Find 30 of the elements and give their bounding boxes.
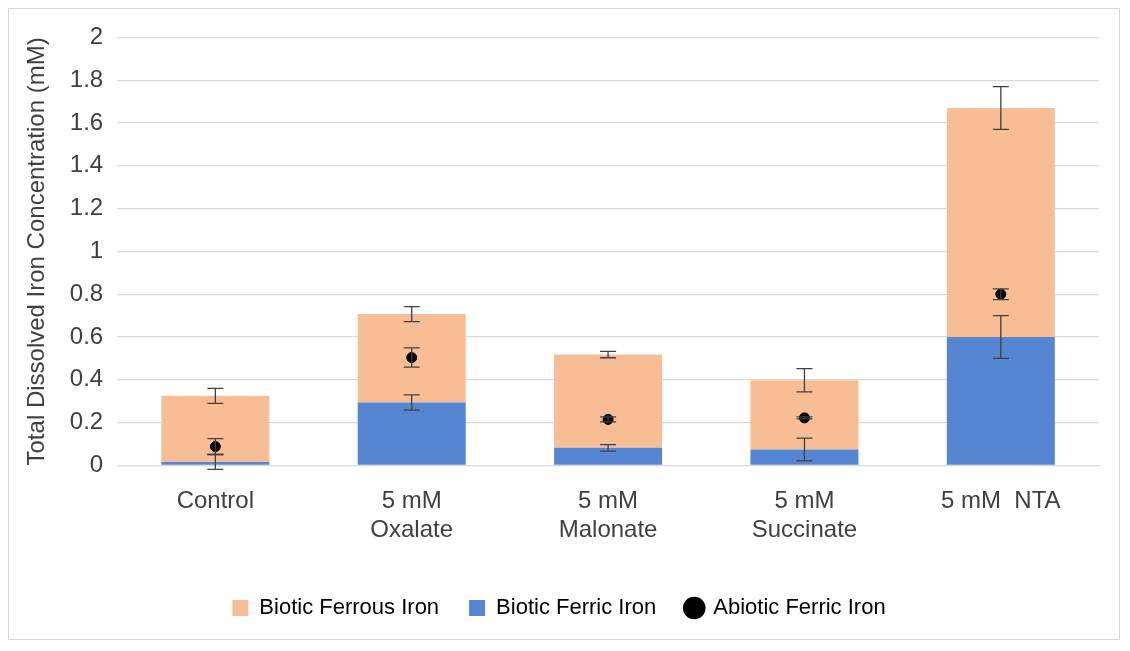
x-tick-label: 5 mM Oxalate: [370, 486, 454, 543]
y-tick-label: 0.2: [69, 407, 104, 435]
legend-label: Biotic Ferrous Iron: [259, 594, 440, 620]
bar: [357, 314, 466, 403]
bar: [750, 380, 859, 450]
bar: [357, 402, 466, 465]
y-tick-label: 2: [89, 22, 104, 50]
legend-label: Abiotic Ferric Iron: [713, 594, 886, 620]
y-tick-label: 0: [89, 450, 104, 478]
bar: [750, 449, 859, 465]
legend-label: Biotic Ferric Iron: [496, 594, 657, 620]
bar: [161, 395, 270, 462]
bar: [161, 461, 270, 465]
y-tick-label: 1.4: [69, 150, 104, 178]
y-tick-label: 0.4: [69, 364, 104, 392]
y-tick-label: 0.6: [69, 321, 104, 349]
y-tick-label: 1.2: [69, 193, 104, 221]
y-tick-label: 1.6: [69, 107, 104, 135]
y-axis-title: Total Dissolved Iron Concentration (mM): [22, 37, 50, 466]
bar: [554, 354, 663, 448]
bar: [946, 337, 1055, 465]
bar: [554, 447, 663, 465]
bar: [946, 108, 1055, 337]
x-tick-label: 5 mM Succinate: [751, 486, 858, 543]
x-tick-label: Control: [176, 486, 255, 514]
x-tick-label: 5 mM NTA: [941, 486, 1061, 514]
y-tick-label: 0.8: [69, 278, 104, 306]
y-tick-label: 1: [89, 236, 104, 264]
x-tick-label: 5 mM Malonate: [558, 486, 658, 543]
y-tick-label: 1.8: [69, 64, 104, 92]
